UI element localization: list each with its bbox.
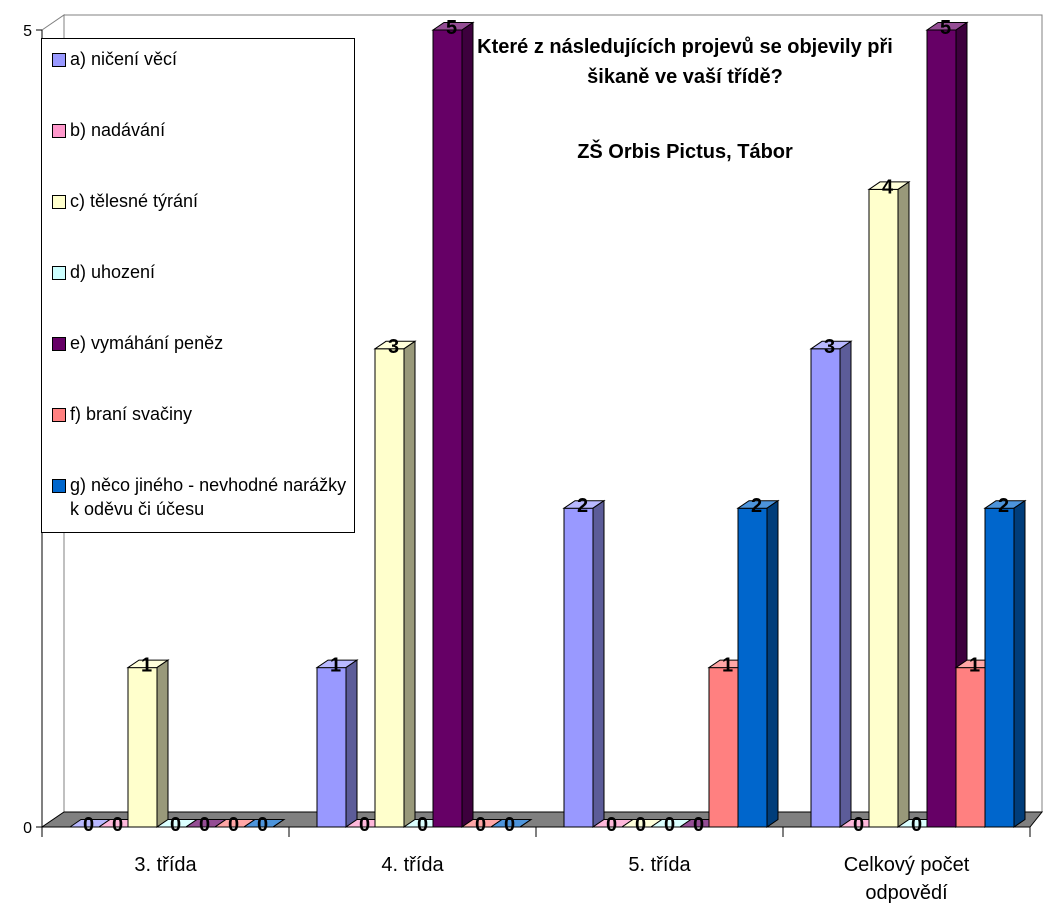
- data-label: 0: [228, 814, 239, 836]
- data-label: 0: [853, 814, 864, 836]
- data-label: 0: [417, 814, 428, 836]
- legend-swatch: [52, 195, 66, 209]
- bar-side: [403, 340, 416, 828]
- legend-item: a) ničení věcí: [52, 47, 350, 71]
- bar: [984, 507, 1015, 828]
- legend-label: f) braní svačiny: [70, 404, 193, 424]
- data-label: 1: [722, 655, 733, 677]
- data-label: 1: [969, 655, 980, 677]
- legend-swatch: [52, 266, 66, 280]
- legend-item: g) něco jiného - nevhodné narážky k oděv…: [52, 473, 350, 521]
- bar: [708, 667, 739, 828]
- legend-item: d) uhození: [52, 260, 350, 284]
- legend: a) ničení věcí b) nadávání c) tělesné týrá…: [41, 38, 355, 533]
- data-label: 2: [751, 495, 762, 517]
- data-label: 0: [693, 814, 704, 836]
- legend-item: e) vymáhání peněz: [52, 331, 350, 355]
- data-label: 3: [824, 336, 835, 358]
- legend-label: e) vymáhání peněz: [70, 333, 224, 353]
- data-label: 3: [388, 336, 399, 358]
- legend-label: d) uhození: [70, 262, 156, 282]
- bar-side: [592, 499, 605, 828]
- legend-item: c) tělesné týrání: [52, 189, 350, 213]
- legend-label: a) ničení věcí: [70, 49, 178, 69]
- data-label: 0: [359, 814, 370, 836]
- bar: [432, 29, 463, 828]
- bar-side: [272, 819, 285, 828]
- data-label: 4: [882, 176, 894, 198]
- bar-side: [1013, 499, 1026, 828]
- data-label: 0: [83, 814, 94, 836]
- data-label: 5: [940, 17, 951, 39]
- data-label: 0: [635, 814, 646, 836]
- data-label: 0: [257, 814, 268, 836]
- bar-side: [519, 819, 532, 828]
- bar: [563, 507, 594, 828]
- bar-side: [766, 499, 779, 828]
- data-label: 0: [664, 814, 675, 836]
- legend-swatch: [52, 124, 66, 138]
- x-tick-label: 5. třída: [628, 854, 691, 876]
- bar: [127, 667, 158, 828]
- chart-subtitle: ZŠ Orbis Pictus, Tábor: [577, 141, 793, 163]
- chart-title: Které z následujících projevů se objevil…: [477, 36, 893, 88]
- bar: [316, 667, 347, 828]
- data-label: 1: [330, 655, 341, 677]
- data-label: 0: [475, 814, 486, 836]
- data-label: 0: [606, 814, 617, 836]
- x-tick-label: Celkový počet odpovědí: [844, 854, 970, 904]
- legend-item: b) nadávání: [52, 118, 350, 142]
- legend-swatch: [52, 479, 66, 493]
- data-label: 2: [577, 495, 588, 517]
- legend-swatch: [52, 408, 66, 422]
- x-tick-label: 4. třída: [381, 854, 444, 876]
- bar-side: [345, 659, 358, 828]
- data-label: 5: [446, 17, 457, 39]
- bar-side: [839, 340, 852, 828]
- bar: [737, 507, 768, 828]
- data-label: 0: [199, 814, 210, 836]
- bar-side: [156, 659, 169, 828]
- legend-swatch: [52, 337, 66, 351]
- data-label: 0: [911, 814, 922, 836]
- bar: [810, 348, 841, 828]
- legend-swatch: [52, 53, 66, 67]
- y-tick-label: 0: [23, 820, 32, 837]
- legend-item: f) braní svačiny: [52, 402, 350, 426]
- legend-label: c) tělesné týrání: [70, 191, 199, 211]
- data-label: 0: [112, 814, 123, 836]
- data-label: 1: [141, 655, 152, 677]
- y-tick-label: 5: [23, 23, 32, 40]
- bar: [955, 667, 986, 828]
- legend-label: g) něco jiného - nevhodné narážky k oděv…: [70, 475, 347, 519]
- data-label: 0: [170, 814, 181, 836]
- bar: [374, 348, 405, 828]
- bar: [868, 188, 899, 828]
- data-label: 0: [504, 814, 515, 836]
- x-tick-label: 3. třída: [134, 854, 197, 876]
- legend-label: b) nadávání: [70, 120, 166, 140]
- data-label: 2: [998, 495, 1009, 517]
- bar: [926, 29, 957, 828]
- bar-side: [897, 180, 910, 828]
